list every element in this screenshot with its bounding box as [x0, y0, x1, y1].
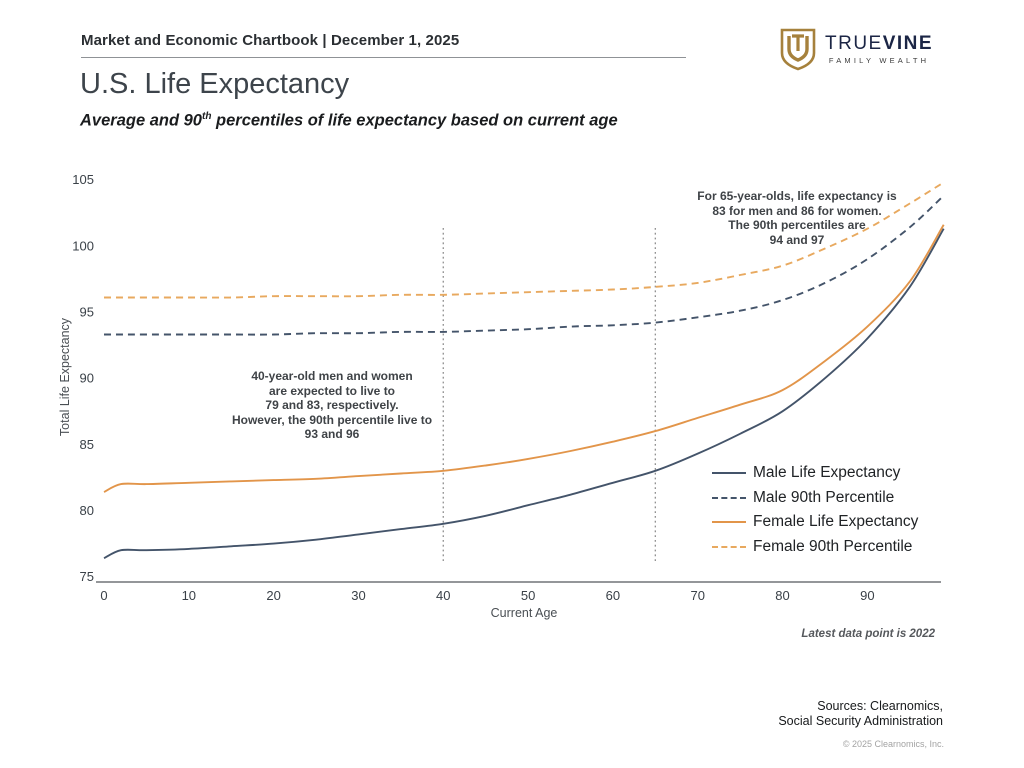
x-tick-label: 0	[100, 588, 107, 603]
y-tick-label: 75	[80, 569, 94, 584]
y-tick-label: 95	[80, 305, 94, 320]
x-tick-label: 60	[606, 588, 620, 603]
logo-brand-first: TRUE	[825, 32, 883, 54]
logo-brand-text: TRUEVINE	[825, 32, 934, 54]
sources-text: Sources: Clearnomics, Social Security Ad…	[778, 699, 943, 729]
x-tick-label: 40	[436, 588, 450, 603]
x-tick-label: 90	[860, 588, 874, 603]
legend-swatch	[712, 521, 746, 524]
subtitle-suffix: percentiles of life expectancy based on …	[211, 111, 618, 130]
logo-wordmark: TRUEVINE FAMILY WEALTH	[825, 32, 934, 65]
x-axis-title: Current Age	[490, 606, 558, 620]
shield-icon	[780, 28, 816, 71]
subtitle-prefix: Average and 90	[80, 111, 202, 130]
truevine-logo: TRUEVINE FAMILY WEALTH	[779, 27, 933, 71]
series-male-life-expectancy	[103, 228, 945, 560]
annotation-age-65: For 65-year-olds, life expectancy is 83 …	[697, 189, 897, 247]
x-tick-label: 80	[775, 588, 789, 603]
legend-item: Female Life Expectancy	[712, 510, 918, 535]
x-tick-label: 10	[182, 588, 196, 603]
legend-item: Male 90th Percentile	[712, 486, 918, 511]
legend-label: Male Life Expectancy	[753, 464, 901, 482]
legend-item: Female 90th Percentile	[712, 535, 918, 560]
sources-line-1: Sources: Clearnomics,	[817, 699, 943, 713]
page-title: U.S. Life Expectancy	[80, 68, 350, 100]
annotation-age-40: 40-year-old men and women are expected t…	[231, 369, 433, 441]
y-tick-label: 105	[72, 172, 94, 187]
legend-swatch	[712, 472, 746, 475]
x-tick-label: 50	[521, 588, 535, 603]
copyright-text: © 2025 Clearnomics, Inc.	[842, 739, 944, 749]
legend-swatch	[712, 496, 746, 499]
chart-legend: Male Life Expectancy Male 90th Percentile…	[712, 461, 918, 559]
logo-brand-second: VINE	[882, 32, 934, 54]
y-tick-label: 90	[80, 371, 94, 386]
chartbook-header: Market and Economic Chartbook | December…	[81, 32, 460, 49]
series-female-90th-percentile	[104, 181, 945, 299]
page-subtitle: Average and 90th percentiles of life exp…	[80, 111, 618, 131]
y-tick-label: 100	[72, 238, 94, 253]
latest-data-note: Latest data point is 2022	[801, 628, 935, 640]
y-tick-label: 80	[80, 503, 94, 518]
legend-label: Male 90th Percentile	[753, 488, 895, 506]
x-tick-label: 20	[266, 588, 280, 603]
x-tick-label: 30	[351, 588, 365, 603]
legend-label: Female Life Expectancy	[753, 513, 919, 531]
subtitle-superscript: th	[201, 111, 212, 122]
legend-label: Female 90th Percentile	[753, 537, 913, 555]
header-divider	[81, 57, 686, 58]
y-axis-title: Total Life Expectancy	[58, 317, 72, 437]
series-female-life-expectancy	[103, 224, 945, 493]
y-tick-label: 85	[80, 437, 94, 452]
legend-swatch	[712, 545, 746, 548]
sources-line-2: Social Security Administration	[778, 714, 943, 728]
legend-item: Male Life Expectancy	[712, 461, 918, 486]
x-tick-label: 70	[690, 588, 704, 603]
logo-tagline: FAMILY WEALTH	[828, 55, 930, 65]
series-male-90th-percentile	[104, 194, 945, 336]
